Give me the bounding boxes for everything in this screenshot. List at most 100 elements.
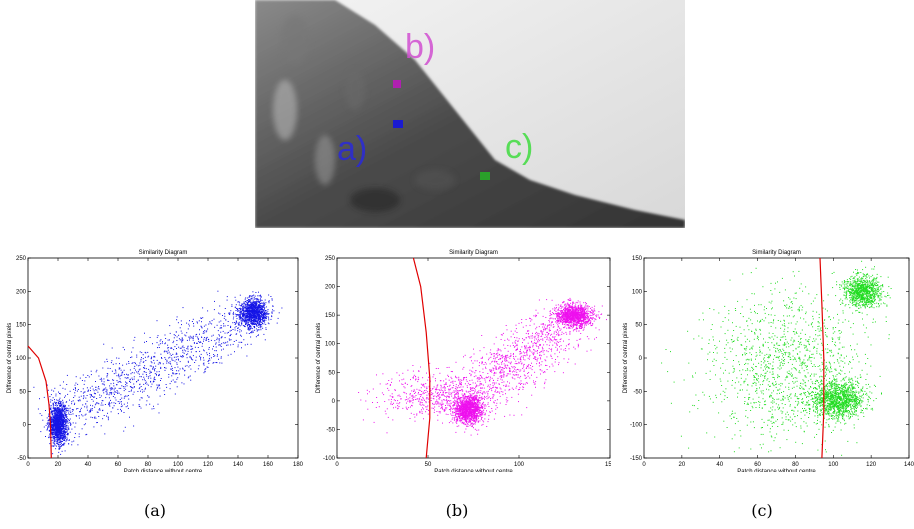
scatter-point	[477, 412, 479, 414]
scatter-point	[261, 305, 263, 307]
scatter-point	[173, 356, 175, 358]
scatter-point	[251, 308, 253, 310]
scatter-point	[242, 318, 243, 320]
scatter-point	[201, 327, 203, 329]
scatter-point	[468, 408, 470, 410]
scatter-point	[268, 294, 270, 296]
scatter-point	[61, 410, 63, 411]
scatter-point	[221, 327, 223, 329]
scatter-point	[59, 433, 61, 435]
scatter-point	[256, 302, 257, 304]
scatter-point	[460, 421, 462, 423]
scatter-point	[136, 354, 138, 356]
scatter-point	[464, 397, 466, 399]
scatter-point	[113, 392, 115, 394]
scatter-point	[109, 405, 111, 407]
scatter-point	[473, 411, 475, 413]
scatter-point	[250, 322, 252, 324]
scatter-point	[484, 395, 485, 397]
scatter-point	[251, 302, 253, 304]
scatter-point	[230, 326, 232, 328]
scatter-point	[455, 418, 457, 420]
scatter-point	[63, 423, 65, 425]
scatter-point	[154, 370, 156, 372]
scatter-point	[156, 374, 157, 376]
scatter-point	[230, 325, 232, 327]
scatter-point	[171, 359, 173, 361]
scatter-point	[268, 313, 270, 315]
scatter-point	[56, 407, 58, 409]
scatter-point	[259, 318, 261, 320]
scatter-point	[52, 433, 54, 435]
scatter-point	[240, 308, 242, 310]
scatter-point	[133, 339, 135, 341]
scatter-point	[255, 313, 257, 315]
scatter-point	[98, 416, 100, 417]
scatter-point	[46, 417, 48, 419]
scatter-point	[264, 303, 266, 305]
scatter-point	[259, 319, 261, 321]
scatter-point	[481, 417, 482, 419]
scatter-point	[249, 312, 251, 314]
scatter-point	[260, 305, 262, 307]
scatter-point	[256, 298, 258, 300]
scatter-point	[260, 308, 261, 310]
scatter-point	[217, 330, 219, 332]
scatter-point	[255, 306, 257, 308]
scatter-point	[112, 396, 114, 397]
scatter-point	[63, 417, 65, 419]
scatter-point	[109, 392, 111, 394]
scatter-point	[57, 408, 59, 410]
scatter-point	[457, 394, 459, 396]
scatter-point	[466, 426, 468, 427]
scatter-point	[111, 402, 113, 404]
scatter-point	[58, 437, 60, 438]
y-tick-label: 200	[16, 289, 27, 295]
scatter-point	[74, 437, 76, 438]
scatter-point	[175, 352, 177, 354]
scatter-point	[255, 298, 257, 300]
scatter-point	[95, 381, 96, 382]
scatter-point	[144, 332, 145, 334]
scatter-point	[460, 409, 462, 411]
scatter-point	[118, 357, 120, 359]
scatter-point	[472, 399, 474, 401]
scatter-point	[150, 371, 152, 373]
scatter-point	[119, 401, 121, 403]
scatter-point	[118, 373, 120, 375]
scatter-point	[56, 438, 58, 440]
scatter-point	[267, 322, 269, 324]
scatter-point	[487, 403, 489, 405]
scatter-point	[218, 344, 220, 346]
scatter-point	[64, 424, 66, 426]
threshold-curve	[27, 345, 52, 459]
scatter-point	[461, 412, 463, 414]
scatter-point	[175, 381, 177, 383]
scatter-point	[139, 362, 141, 364]
scatter-point	[248, 327, 250, 329]
scatter-point	[142, 358, 144, 360]
scatter-point	[243, 320, 245, 321]
scatter-point	[176, 316, 178, 318]
scatter-chart-a: 0 20 40 60 80 100 120 140 160 180-500501001502002…	[7, 250, 304, 472]
scatter-point	[464, 411, 466, 413]
scatter-point	[250, 326, 252, 327]
scatter-point	[484, 412, 486, 414]
scatter-point	[478, 406, 480, 408]
scatter-point	[257, 317, 259, 319]
scatter-point	[472, 398, 474, 400]
scatter-point	[467, 398, 469, 400]
scatter-point	[52, 402, 54, 404]
scatter-point	[473, 417, 475, 419]
scatter-point	[460, 415, 462, 416]
scatter-point	[249, 324, 251, 325]
scatter-point	[185, 350, 187, 352]
scatter-point	[66, 416, 68, 418]
scatter-point	[210, 357, 212, 359]
scatter-point	[101, 402, 103, 404]
scatter-point	[246, 304, 247, 306]
scatter-point	[211, 320, 213, 322]
scatter-point	[465, 400, 467, 401]
scatter-point	[66, 409, 68, 411]
scatter-point	[240, 341, 242, 343]
